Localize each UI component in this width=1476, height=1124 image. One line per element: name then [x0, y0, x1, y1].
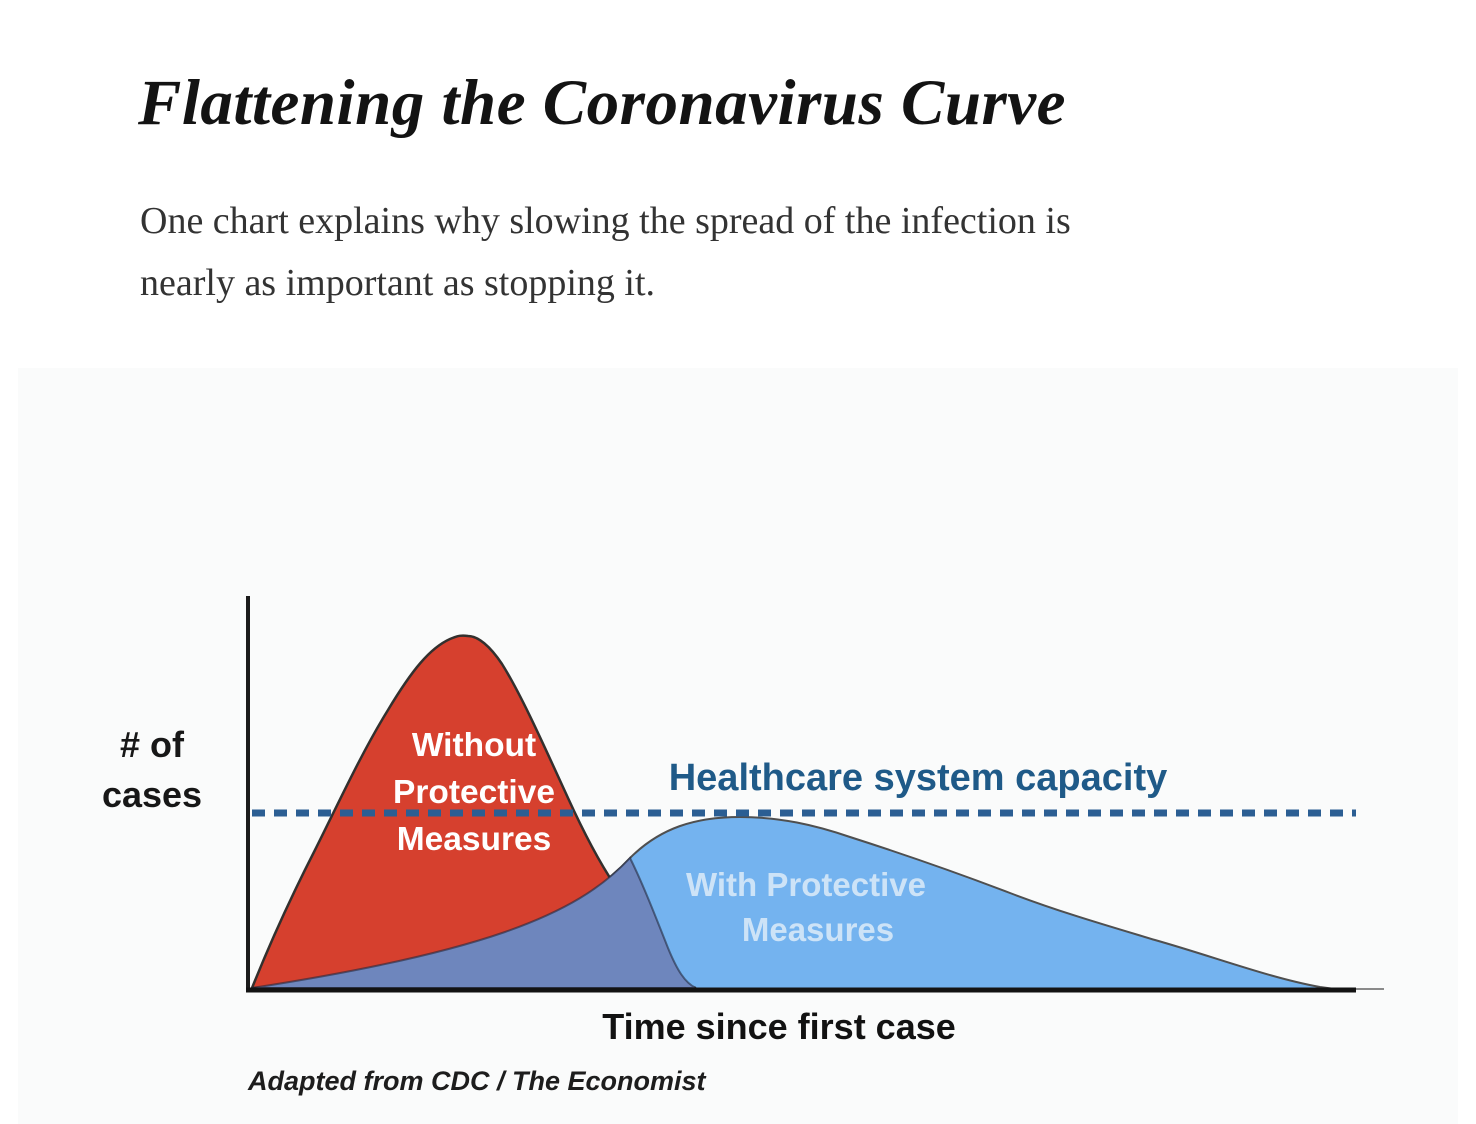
- x-axis-label: Time since first case: [602, 1006, 956, 1047]
- subtitle-line-1: One chart explains why slowing the sprea…: [140, 200, 1071, 242]
- curves-overlap-area: [251, 856, 697, 989]
- capacity-label: Healthcare system capacity: [669, 757, 1168, 799]
- subtitle-line-2: nearly as important as stopping it.: [140, 262, 656, 304]
- with-measures-label-line2: Measures: [742, 911, 894, 948]
- without-measures-label-line1: Without: [412, 727, 536, 764]
- with-measures-label-line1: With Protective: [686, 866, 926, 903]
- chart-credit: Adapted from CDC / The Economist: [247, 1066, 707, 1096]
- without-measures-label-line2: Protective: [393, 774, 555, 811]
- y-axis-label-line2: cases: [102, 774, 202, 815]
- y-axis-label-line1: # of: [120, 724, 185, 765]
- page-title: Flattening the Coronavirus Curve: [138, 67, 1066, 139]
- without-measures-label-line3: Measures: [397, 821, 552, 858]
- chart-panel: [18, 368, 1458, 1124]
- page-subtitle: One chart explains why slowing the sprea…: [140, 190, 1071, 314]
